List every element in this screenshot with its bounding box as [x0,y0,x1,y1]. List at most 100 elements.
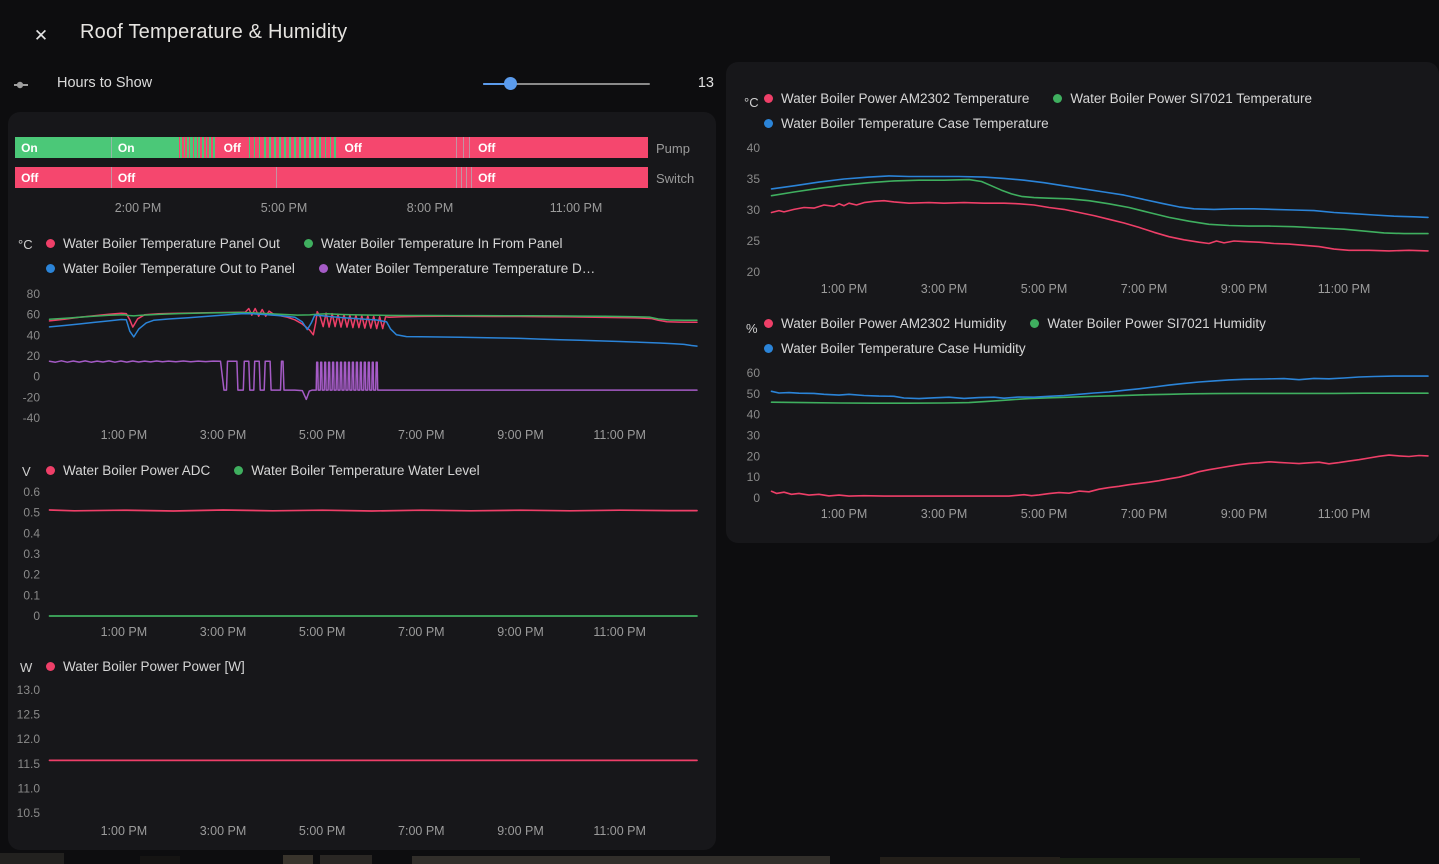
legend-dot [1053,94,1063,103]
legend-item-water-boiler-temperature-panel-out[interactable]: Water Boiler Temperature Panel Out [46,236,280,251]
legend-label: Water Boiler Temperature Panel Out [63,236,280,251]
legend-item-water-boiler-power-si7021-temperature[interactable]: Water Boiler Power SI7021 Temperature [1053,91,1312,106]
slider-icon [12,76,30,99]
y-tick: 0.2 [23,568,40,582]
legend-item-water-boiler-power-si7021-humidity[interactable]: Water Boiler Power SI7021 Humidity [1030,316,1266,331]
x-tick: 9:00 PM [497,428,544,442]
chart-temp_right[interactable]: 40 35 30 25 20 1:00 PM 3:00 PM 5:00 PM 7:00 PM 9:… [726,140,1439,298]
timeline-row-name-switch: Switch [656,171,695,186]
background-peek [140,856,180,864]
y-tick: 30 [747,429,761,443]
timeline-stripe [209,137,211,158]
timeline-stripe [294,137,296,158]
series-water-boiler-power-am2302-temperature [770,199,1429,252]
close-button[interactable]: ✕ [28,23,54,49]
timeline-stripe [289,137,291,158]
y-tick: 20 [747,449,761,463]
timeline-stripe [470,167,472,188]
x-tick: 11:00 PM [593,428,646,442]
legend-hum_right: Water Boiler Power AM2302 Humidity Water … [764,316,1424,356]
slider-thumb[interactable] [503,77,517,90]
timeline-state-label: Off [117,170,136,185]
timeline-bar-switch[interactable]: Off Off Off [15,167,648,188]
y-tick: 60 [747,366,761,380]
timeline-state-label: Off [344,140,362,155]
x-tick: 3:00 PM [200,824,247,838]
legend-dot [764,319,773,328]
legend-item-water-boiler-power-am2302-humidity[interactable]: Water Boiler Power AM2302 Humidity [764,316,1006,331]
background-peek [1060,858,1360,864]
x-tick: 3:00 PM [921,282,968,296]
timeline-stripe [268,137,271,158]
legend-item-water-boiler-temperature-case-humidity[interactable]: Water Boiler Temperature Case Humidity [764,341,1026,356]
timeline-stripe [182,137,184,158]
hours-slider[interactable] [483,77,650,91]
series-water-boiler-power-si7021-temperature [770,178,1429,235]
timeline-stripe [263,137,266,158]
timeline-bar-pump[interactable]: On On Off Off Off [15,137,648,158]
y-tick: 80 [27,287,41,301]
chart-hum_right[interactable]: 60 50 40 30 20 10 0 1:00 PM 3:00 PM 5:00 PM 7:00 P… [726,365,1439,523]
legend-item-water-boiler-power-am2302-temperature[interactable]: Water Boiler Power AM2302 Temperature [764,91,1029,106]
timeline-stripe [189,137,191,158]
y-tick: 0 [33,609,40,623]
x-tick: 9:00 PM [497,625,544,639]
close-icon: ✕ [33,26,49,45]
legend-item-water-boiler-temperature-in-from-panel[interactable]: Water Boiler Temperature In From Panel [303,236,562,251]
legend-item-water-boiler-temperature-out-to-panel[interactable]: Water Boiler Temperature Out to Panel [46,261,295,276]
timeline-stripe [314,137,317,158]
legend-label: Water Boiler Temperature Water Level [251,463,480,478]
chart-unit-power: W [20,660,33,675]
y-tick: -40 [23,411,41,425]
legend-item-water-boiler-temperature-case-temperature[interactable]: Water Boiler Temperature Case Temperatur… [764,116,1049,131]
series-water-boiler-power-am2302-humidity [770,454,1429,497]
series-water-boiler-temperature-in-from-panel [48,311,698,322]
x-tick: 11:00 PM [1318,282,1371,296]
x-tick: 5:00 PM [299,625,346,639]
x-tick: 11:00 PM [593,824,646,838]
timeline-stripe [196,137,199,158]
timeline-stripe [461,167,463,188]
timeline-stripe [192,137,195,158]
y-tick: 0.3 [23,547,40,561]
legend-item-water-boiler-temperature-temperature-d[interactable]: Water Boiler Temperature Temperature D… [318,261,595,276]
y-tick: 60 [27,308,41,322]
legend-label: Water Boiler Power SI7021 Humidity [1047,316,1266,331]
timeline-stripe [111,137,113,158]
y-tick: 40 [27,328,41,342]
timeline-state-label: Off [478,140,496,155]
timeline-stripe [466,167,468,188]
legend-label: Water Boiler Temperature Case Temperatur… [781,116,1049,131]
legend-item-water-boiler-power-power-w[interactable]: Water Boiler Power Power [W] [46,659,245,674]
background-peek [880,857,1060,864]
timeline-stripe [202,137,204,158]
x-tick: 7:00 PM [398,428,445,442]
y-tick: 12.5 [17,708,41,722]
series-water-boiler-temperature-panel-out [48,307,698,336]
legend-item-water-boiler-power-adc[interactable]: Water Boiler Power ADC [46,463,210,478]
series-water-boiler-temperature-out-to-panel [48,312,698,347]
legend-dot [234,466,244,475]
slider-track[interactable] [483,83,650,85]
chart-power[interactable]: 13.0 12.5 12.0 11.5 11.0 10.5 1:00 PM 3:00 PM 5:… [8,655,712,847]
timeline-stripe [253,137,256,158]
legend-label: Water Boiler Power AM2302 Temperature [781,91,1030,106]
y-tick: 0 [33,370,40,384]
legend-item-water-boiler-temperature-water-level[interactable]: Water Boiler Temperature Water Level [234,463,480,478]
y-tick: 40 [747,141,761,155]
chart-adc[interactable]: 0.6 0.5 0.4 0.3 0.2 0.1 0 1:00 PM 3:00 PM 5:00 PM… [8,460,712,642]
x-tick: 1:00 PM [101,625,148,639]
legend-dot [46,239,55,248]
y-tick: 11.0 [18,781,41,795]
timeline-stripe [178,137,181,158]
series-water-boiler-power-si7021-humidity [770,392,1429,405]
legend-temp_right: Water Boiler Power AM2302 Temperature Wat… [764,91,1424,131]
timeline-stripe [248,137,251,158]
legend-dot [764,119,773,128]
legend-label: Water Boiler Power Power [W] [63,659,245,674]
chart-temp_left[interactable]: 80 60 40 20 0 -20 -40 1:00 PM 3:00 PM 5:00 PM 7:00… [8,282,712,458]
timeline-stripe [111,167,113,188]
x-tick: 9:00 PM [1221,507,1268,521]
timeline-x-tick: 5:00 PM [260,201,308,215]
